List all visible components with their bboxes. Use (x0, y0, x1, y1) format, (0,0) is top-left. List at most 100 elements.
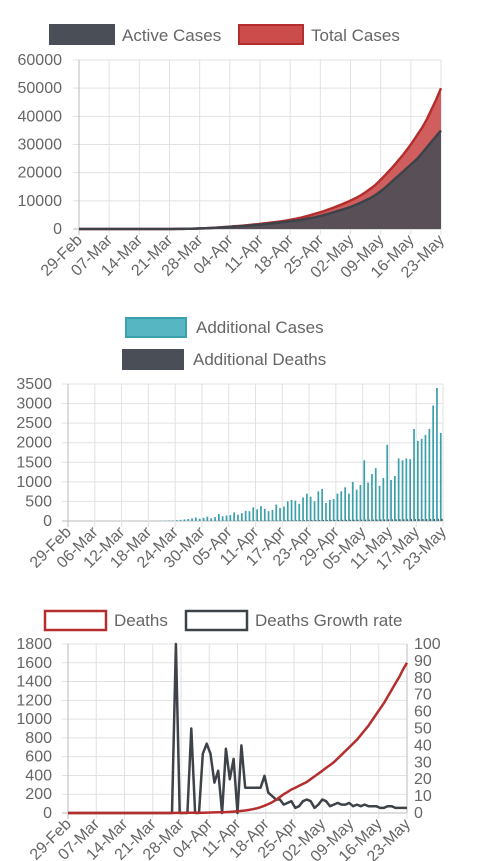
bar-additional-cases (424, 434, 427, 521)
bar-additional-deaths (342, 519, 344, 521)
bar-additional-cases (332, 499, 335, 521)
bar-additional-cases (252, 507, 255, 521)
bar-additional-cases (351, 481, 354, 521)
y-tick-label: 40 (414, 737, 432, 754)
bar-additional-cases (298, 503, 301, 521)
y-tick-label: 1600 (16, 655, 52, 672)
bar-additional-cases (260, 506, 262, 521)
bar-additional-cases (244, 510, 247, 521)
bar-additional-cases (405, 458, 408, 521)
bar-additional-cases (237, 514, 239, 521)
bar-additional-cases (214, 517, 216, 521)
y-tick-label: 600 (25, 749, 52, 766)
y-tick-label: 60000 (18, 52, 63, 69)
bar-additional-cases (302, 497, 304, 521)
bar-additional-deaths (361, 519, 363, 521)
bar-additional-cases (344, 487, 346, 521)
legend-label-deaths-growth-rate: Deaths Growth rate (255, 611, 402, 630)
y-tick-label: 800 (25, 730, 52, 747)
series-deaths-line (68, 662, 409, 815)
bar-additional-cases (363, 460, 366, 521)
bar-additional-deaths (376, 519, 378, 521)
bar-additional-cases (378, 485, 381, 521)
legend-swatch-additional-deaths (122, 349, 184, 370)
legend-label-additional-cases: Additional Cases (196, 318, 324, 337)
bar-additional-deaths (296, 520, 298, 521)
bar-additional-cases (348, 493, 350, 521)
chart-active-total-cases: Active Cases Total Cases 0 10000 20000 30000 4… (18, 24, 448, 282)
bar-additional-cases (417, 440, 419, 521)
bar-additional-deaths (277, 520, 279, 521)
bar-additional-deaths (372, 519, 374, 521)
y-tick-label: 70 (414, 687, 432, 704)
bar-additional-cases (409, 459, 411, 521)
y-tick-label: 400 (25, 767, 52, 784)
bar-additional-cases (336, 493, 339, 521)
y-tick-label: 2500 (16, 415, 52, 432)
bar-additional-deaths (437, 518, 439, 521)
bar-additional-deaths (403, 519, 405, 521)
bar-additional-deaths (338, 519, 340, 521)
bar-additional-deaths (426, 519, 428, 521)
bar-additional-cases (317, 491, 320, 521)
bar-additional-cases (206, 516, 209, 521)
bar-additional-deaths (315, 520, 317, 521)
y-tick-label: 80 (414, 670, 432, 687)
y-tick-label: 40000 (18, 108, 63, 125)
y-tick-label: 1500 (16, 454, 52, 471)
bar-additional-cases (439, 432, 442, 521)
bar-additional-cases (221, 516, 224, 521)
y-tick-label: 50 (414, 721, 432, 738)
bar-additional-deaths (311, 520, 313, 521)
y-tick-label: 0 (414, 805, 423, 822)
y-tick-label: 0 (53, 221, 62, 238)
y-tick-label: 1000 (16, 711, 52, 728)
bar-additional-cases (191, 518, 193, 521)
bar-additional-cases (325, 503, 327, 521)
bar-additional-cases (187, 519, 190, 521)
y-tick-label: 500 (25, 493, 52, 510)
bar-additional-deaths (353, 519, 355, 521)
bar-additional-cases (382, 477, 385, 521)
bar-additional-cases (233, 512, 235, 521)
bar-additional-deaths (322, 520, 324, 521)
bar-additional-deaths (300, 520, 302, 521)
bar-additional-deaths (388, 519, 390, 521)
bar-additional-cases (401, 460, 404, 521)
bar-additional-cases (290, 499, 293, 521)
bar-additional-cases (172, 520, 174, 521)
chart-additional-cases-deaths: Additional Cases Additional Deaths 0 500 100… (16, 317, 450, 574)
y-tick-label: 1000 (16, 474, 52, 491)
bar-additional-cases (420, 438, 423, 521)
bar-additional-cases (436, 387, 438, 521)
legend-label-additional-deaths: Additional Deaths (193, 350, 326, 369)
bar-additional-deaths (422, 519, 424, 521)
y-tick-label: 90 (414, 653, 432, 670)
bar-additional-cases (279, 508, 281, 521)
legend-swatch-active-cases (49, 24, 115, 45)
legend-label-active-cases: Active Cases (122, 26, 221, 45)
bar-additional-deaths (391, 519, 393, 521)
bar-additional-deaths (418, 519, 420, 521)
bar-additional-cases (271, 510, 274, 521)
bar-additional-cases (179, 519, 182, 521)
bar-additional-deaths (292, 520, 294, 521)
bar-additional-deaths (326, 520, 328, 521)
bar-additional-deaths (365, 519, 367, 521)
y-tick-label: 10 (414, 788, 432, 805)
bar-additional-cases (386, 444, 389, 521)
bar-additional-deaths (288, 520, 290, 521)
y-tick-label: 0 (43, 805, 52, 822)
y-tick-label: 30 (414, 754, 432, 771)
legend-label-deaths: Deaths (114, 611, 168, 630)
bar-additional-deaths (345, 519, 347, 521)
y-tick-label: 20 (414, 771, 432, 788)
bar-additional-cases (413, 429, 415, 521)
bar-additional-cases (321, 488, 323, 521)
legend-swatch-total-cases (238, 24, 304, 45)
bar-additional-cases (397, 458, 400, 521)
bar-additional-cases (229, 515, 232, 521)
legend-swatch-deaths-growth-rate (184, 609, 249, 632)
bar-additional-deaths (384, 519, 386, 521)
bar-additional-deaths (410, 519, 412, 521)
